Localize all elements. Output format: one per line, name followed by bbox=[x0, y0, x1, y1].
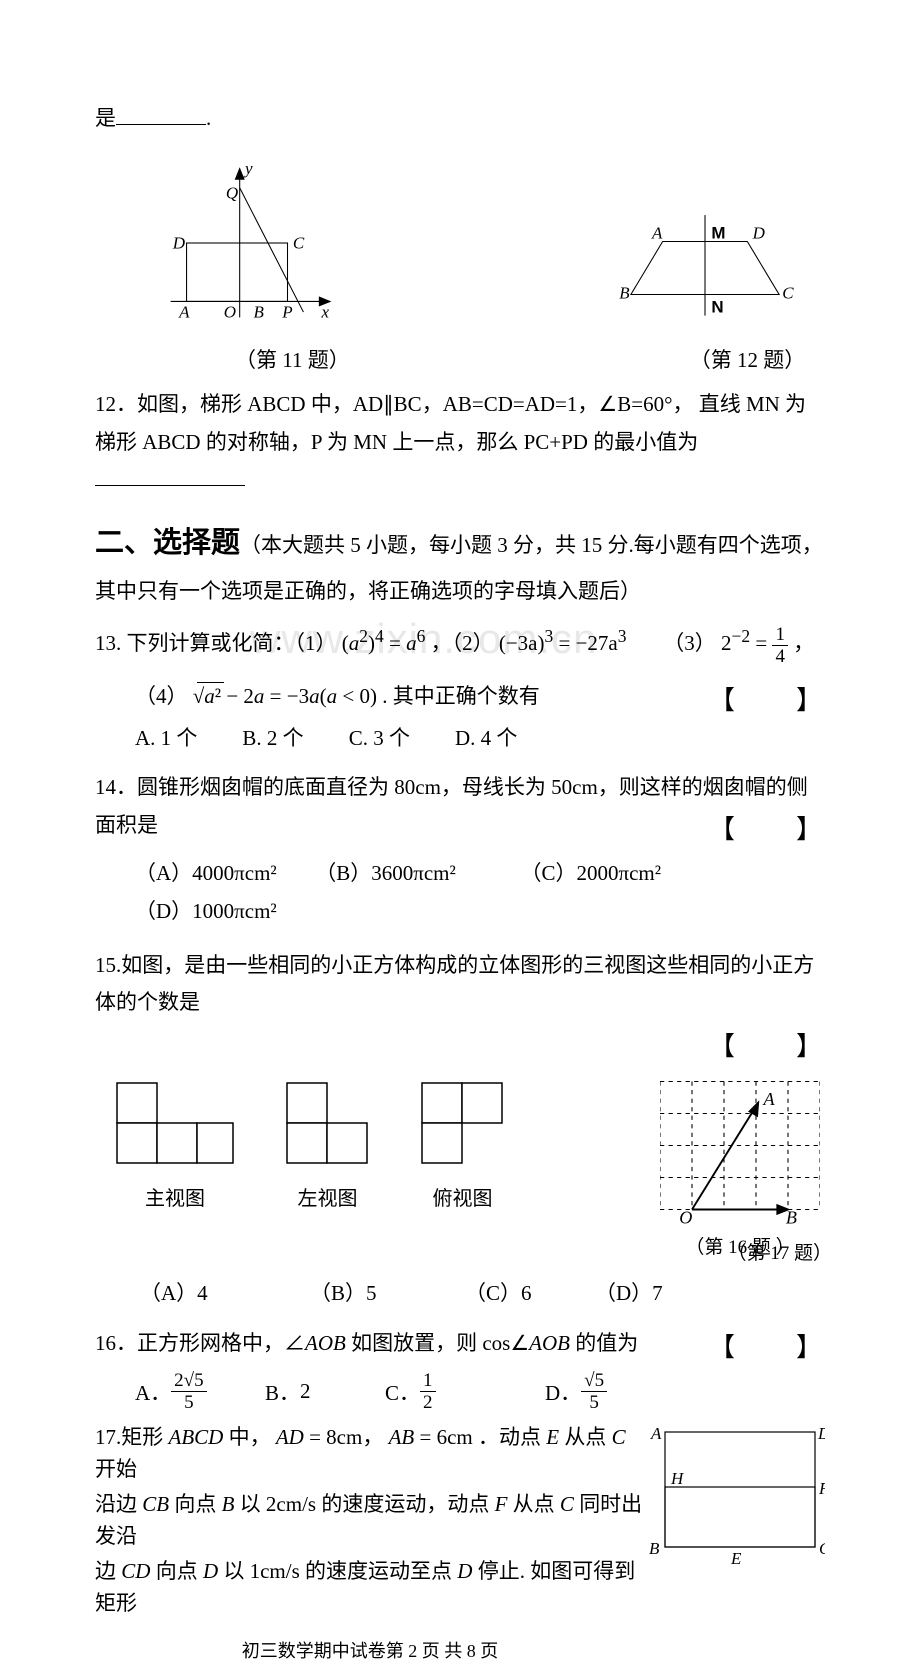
svg-text:B: B bbox=[649, 1539, 660, 1558]
q11-figure: O A BP x y D C Q bbox=[145, 158, 345, 328]
svg-text:A: A bbox=[178, 302, 190, 321]
bracket-q15-row: 【 】 bbox=[95, 1026, 825, 1063]
svg-text:A: A bbox=[651, 223, 663, 242]
q17-row: 17.矩形 ABCD 中， AD = 8cm， AB = 6cm ．动点 E 从… bbox=[95, 1422, 825, 1663]
blank-q11 bbox=[116, 124, 206, 125]
q13-options: A. 1 个B. 2 个C. 3 个D. 4 个 bbox=[135, 720, 825, 758]
svg-text:D: D bbox=[752, 223, 765, 242]
svg-text:C: C bbox=[819, 1539, 825, 1558]
q15-left-view bbox=[285, 1081, 370, 1166]
svg-text:N: N bbox=[711, 297, 723, 316]
svg-text:E: E bbox=[730, 1549, 742, 1568]
svg-text:O: O bbox=[679, 1208, 692, 1227]
svg-text:B: B bbox=[786, 1208, 797, 1227]
bracket-q14: 【 】 bbox=[709, 807, 825, 854]
svg-text:H: H bbox=[670, 1469, 685, 1488]
svg-text:A: A bbox=[650, 1424, 662, 1443]
svg-text:D: D bbox=[817, 1424, 825, 1443]
page-footer: 初三数学期中试卷第 2 页 共 8 页 bbox=[95, 1637, 645, 1663]
svg-text:y: y bbox=[243, 159, 253, 178]
q16-options: A．2√55 B．2 C．12 D．√55 bbox=[135, 1371, 709, 1412]
q13-line1: 13. 下列计算或化简：（1） (a2)4 = a6 ，（2） (−3a)3 =… bbox=[95, 621, 825, 666]
svg-text:B: B bbox=[254, 302, 265, 321]
q15-top-view bbox=[420, 1081, 505, 1166]
svg-text:P: P bbox=[281, 302, 292, 321]
q16-text: 16．正方形网格中，∠AOB 如图放置，则 cos∠AOB 的值为 【 】 bbox=[95, 1325, 825, 1363]
q14-text: 14．圆锥形烟囱帽的底面直径为 80cm，母线长为 50cm，则这样的烟囱帽的侧… bbox=[95, 769, 825, 845]
q12-text: 12．如图，梯形 ABCD 中，AD∥BC，AB=CD=AD=1，∠B=60°，… bbox=[95, 386, 825, 499]
q12-caption: （第 12 题） bbox=[690, 344, 806, 374]
section2-line2: 其中只有一个选项是正确的，将正确选项的字母填入题后） bbox=[95, 573, 825, 611]
svg-text:D: D bbox=[172, 233, 186, 252]
svg-text:C: C bbox=[293, 233, 305, 252]
q15-views-row: 主视图 左视图 bbox=[95, 1081, 825, 1259]
q15-text: 15.如图，是由一些相同的小正方体构成的立体图形的三视图这些相同的小正方体的个数… bbox=[95, 947, 825, 1023]
svg-text:C: C bbox=[782, 284, 794, 303]
q13-line2: （4） √a² − 2a = −3a(a < 0) . 其中正确个数有 【 】 bbox=[135, 678, 825, 716]
blank-q12 bbox=[95, 485, 245, 486]
q17-figure: A D H F B C E bbox=[645, 1422, 825, 1572]
q11-prefix: 是. bbox=[95, 100, 825, 138]
svg-text:x: x bbox=[321, 302, 330, 321]
svg-text:M: M bbox=[711, 223, 725, 242]
q15-options: （A）4（B）5 （C）6（D）7 bbox=[140, 1277, 825, 1307]
fig-captions: （第 11 题） （第 12 题） bbox=[95, 344, 825, 374]
svg-text:Q: Q bbox=[226, 183, 238, 202]
page-content: 是. OA BP xy DC Q bbox=[95, 100, 825, 1663]
q14-options: （A）4000πcm² （B）3600πcm² （C）2000πcm² （D）1… bbox=[135, 855, 825, 931]
q16-caption: （第 16 题 ） bbox=[660, 1232, 820, 1259]
q15-main-view bbox=[115, 1081, 235, 1166]
q12-figure: A D B C M N bbox=[615, 208, 795, 328]
q16-figure: O B A bbox=[660, 1081, 820, 1226]
svg-text:B: B bbox=[619, 284, 629, 303]
bracket-q16: 【 】 bbox=[709, 1325, 825, 1372]
figures-row: OA BP xy DC Q AD BC MN bbox=[95, 158, 825, 334]
svg-text:O: O bbox=[224, 302, 236, 321]
svg-text:A: A bbox=[762, 1089, 775, 1109]
bracket-q13: 【 】 bbox=[709, 678, 825, 725]
q11-caption: （第 11 题） bbox=[235, 344, 350, 374]
section2-head: 二、选择题（本大题共 5 小题，每小题 3 分，共 15 分.每小题有四个选项， bbox=[95, 517, 825, 569]
svg-text:F: F bbox=[818, 1479, 825, 1498]
